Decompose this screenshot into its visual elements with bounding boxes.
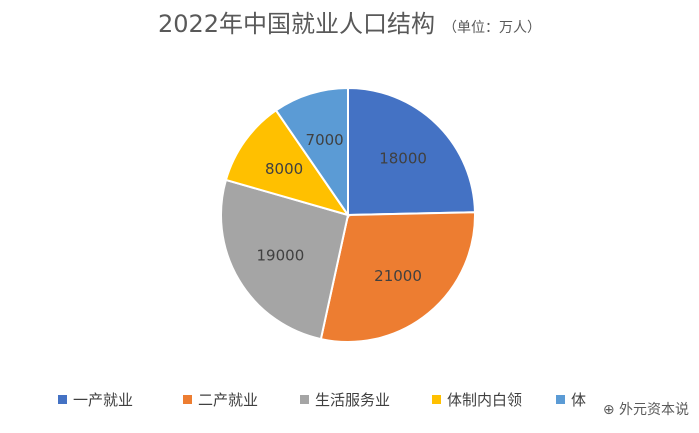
watermark: ⊕ 外元资本说 [603, 399, 689, 419]
watermark-icon: ⊕ [602, 402, 615, 418]
pie-slice-4 [224, 108, 351, 217]
legend-swatch-1 [58, 395, 67, 404]
data-label-4: 8000 [265, 160, 303, 178]
data-label-3: 19000 [257, 246, 305, 264]
legend-label-3: 生活服务业 [315, 391, 390, 409]
data-label-1: 18000 [379, 150, 427, 168]
legend-label-1: 一产就业 [73, 391, 133, 409]
pie-slices [220, 86, 476, 343]
legend-swatch-5 [556, 395, 565, 404]
legend-swatch-3 [300, 395, 309, 404]
chart-subtitle: （单位：万人） [443, 20, 542, 36]
pie-slice-3 [220, 178, 350, 341]
legend-swatch-4 [432, 395, 441, 404]
chart-title-block: 2022年中国就业人口结构 （单位：万人） [0, 4, 699, 39]
legend: 一产就业 二产就业 生活服务业 体制内白领 体 [58, 391, 586, 409]
pie-slice-5 [274, 86, 349, 219]
pie-slice-1 [347, 86, 476, 217]
legend-label-2: 二产就业 [198, 391, 258, 409]
chart-title: 2022年中国就业人口结构 [157, 10, 436, 38]
pie-slice-2 [319, 211, 476, 343]
data-label-5: 7000 [306, 131, 344, 149]
data-label-2: 21000 [374, 267, 422, 285]
legend-label-5: 体 [571, 391, 586, 409]
legend-label-4: 体制内白领 [447, 391, 522, 409]
watermark-text: 外元资本说 [619, 402, 689, 418]
legend-swatch-2 [183, 395, 192, 404]
